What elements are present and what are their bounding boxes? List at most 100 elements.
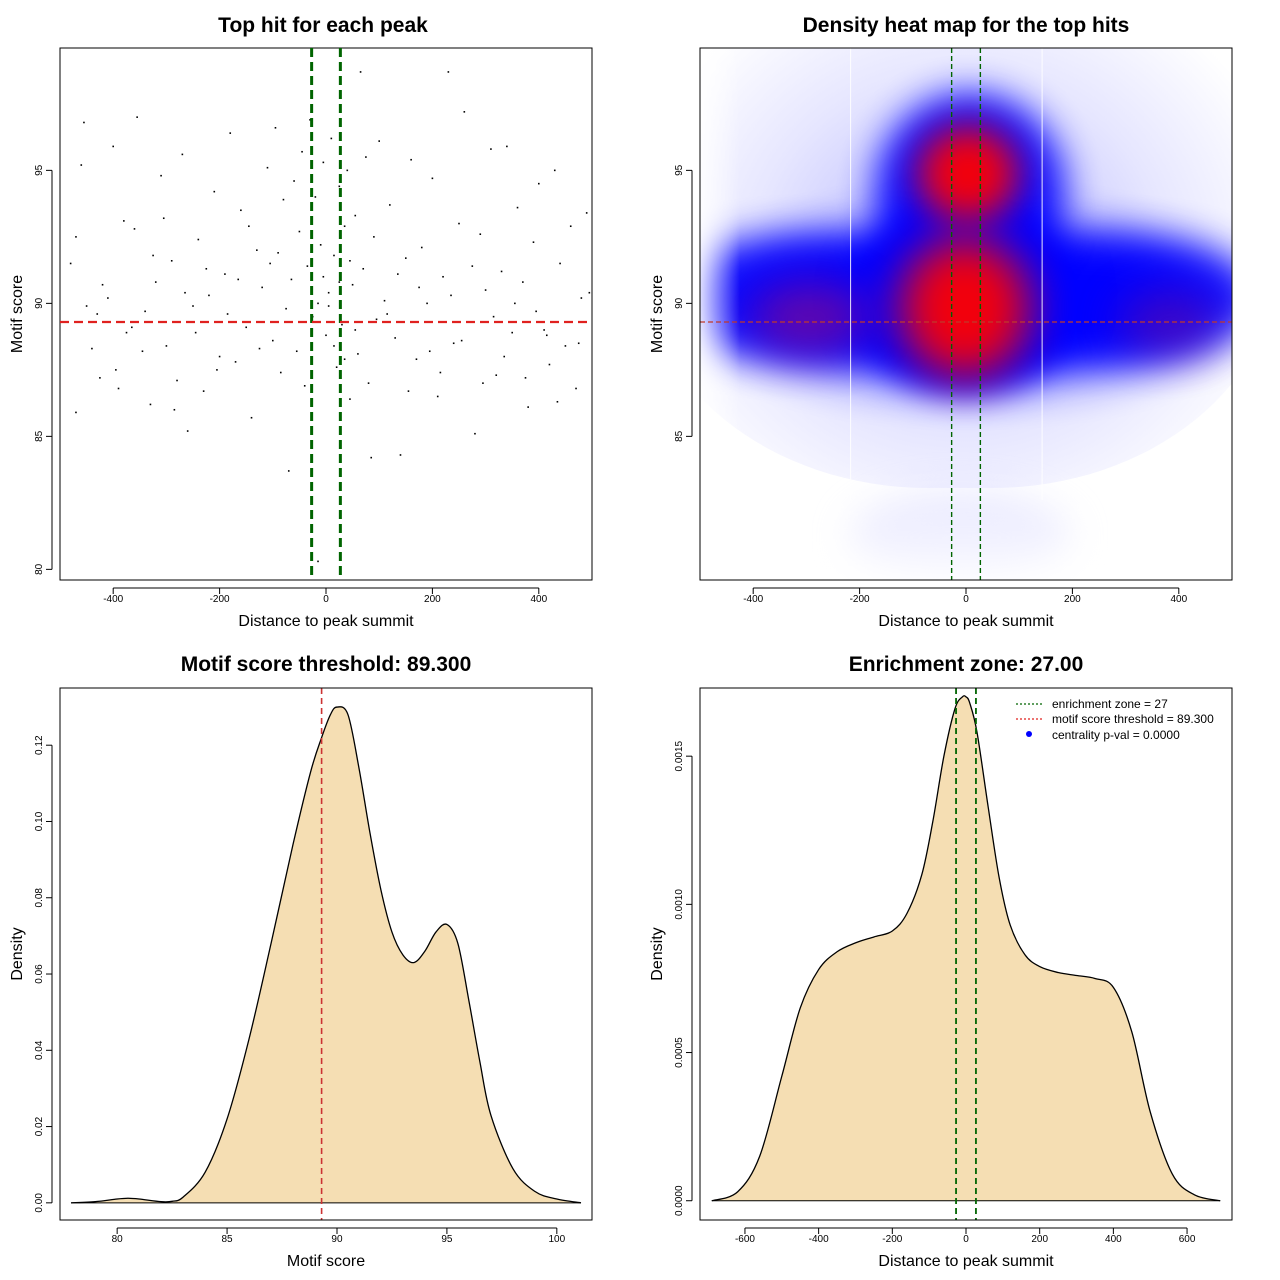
scatter-point	[272, 339, 274, 342]
scatter-point	[405, 257, 407, 259]
heatmap-x-axis: -400 -200 0 200 400	[743, 587, 1188, 605]
scatter-point	[359, 71, 362, 73]
scatter-point	[96, 313, 99, 315]
scatter-point	[202, 390, 205, 392]
scatter-point	[170, 260, 173, 262]
scatter-x-tick-label: 200	[424, 594, 441, 605]
scatter-point	[290, 278, 293, 281]
scatter-point	[240, 209, 242, 212]
score-density-y-tick-label: 0.08	[34, 888, 45, 908]
scatter-point	[538, 182, 540, 185]
scatter-point	[511, 331, 513, 334]
scatter-point	[285, 307, 287, 310]
scatter-point	[471, 265, 474, 267]
score-density-x-tick-label: 80	[112, 1234, 124, 1245]
scatter-point	[569, 225, 572, 228]
scatter-point	[330, 137, 333, 140]
scatter-point	[248, 225, 250, 228]
scatter-point	[266, 166, 269, 169]
scatter-point	[75, 236, 77, 238]
heatmap-x-tick-label: 200	[1064, 594, 1081, 605]
score-density-x-axis: 80 85 90 95 100	[112, 1227, 566, 1245]
scatter-point	[176, 379, 178, 382]
scatter-point	[245, 326, 247, 329]
heatmap-grid-lines	[850, 48, 1043, 500]
scatter-point	[319, 244, 322, 246]
scatter-point	[535, 310, 537, 313]
distance-density-x-tick-label: 200	[1031, 1234, 1048, 1245]
heatmap-panel: Density heat map for the top hits	[649, 14, 1233, 630]
heatmap-x-tick-label: 0	[963, 594, 969, 605]
legend: enrichment zone = 27 motif score thresho…	[1016, 697, 1214, 742]
heatmap-reference-lines	[700, 48, 1232, 580]
scatter-point	[327, 305, 330, 307]
scatter-point	[479, 233, 482, 235]
scatter-point	[107, 297, 109, 299]
scatter-point	[237, 278, 240, 281]
scatter-point	[192, 305, 194, 307]
distance-density-y-tick-label: 0.0000	[674, 1185, 685, 1216]
heatmap-y-tick-label: 85	[674, 430, 685, 442]
scatter-point	[559, 262, 561, 265]
scatter-point	[418, 286, 420, 289]
scatter-point	[80, 164, 83, 166]
scatter-point	[349, 260, 351, 262]
score-density-line	[70, 706, 582, 1204]
scatter-point	[516, 206, 519, 209]
scatter-point	[277, 252, 279, 254]
scatter-point	[354, 214, 357, 217]
scatter-point	[346, 169, 349, 172]
scatter-x-label: Distance to peak summit	[238, 613, 414, 630]
scatter-point	[548, 363, 551, 366]
scatter-point	[224, 273, 226, 275]
heatmap-title: Density heat map for the top hits	[803, 14, 1130, 37]
scatter-point	[447, 71, 450, 73]
scatter-point	[335, 366, 338, 368]
scatter-point	[474, 432, 476, 435]
scatter-point	[85, 305, 88, 307]
scatter-point	[490, 148, 492, 150]
score-density-x-tick-label: 90	[331, 1234, 343, 1245]
heatmap-image	[700, 48, 1232, 580]
scatter-point	[117, 387, 120, 390]
distance-density-y-label: Density	[649, 927, 666, 980]
distance-density-x-tick-label: 400	[1105, 1234, 1122, 1245]
distance-density-x-label: Distance to peak summit	[878, 1253, 1054, 1270]
scatter-point	[293, 180, 295, 182]
scatter-point	[181, 153, 184, 156]
scatter-point	[556, 400, 559, 403]
distance-density-x-tick-label: 0	[963, 1234, 969, 1245]
scatter-x-tick-label: -400	[103, 594, 123, 605]
score-density-title: Motif score threshold: 89.300	[181, 653, 472, 676]
distance-zone-lines	[955, 688, 977, 1220]
scatter-point	[389, 204, 391, 206]
scatter-point	[136, 116, 138, 118]
scatter-point	[75, 411, 77, 414]
legend-zone-text: enrichment zone = 27	[1052, 697, 1168, 711]
scatter-point	[514, 302, 516, 305]
scatter-plot-frame	[59, 47, 593, 581]
score-density-x-tick-label: 95	[441, 1234, 453, 1245]
score-density-y-tick-label: 0.10	[34, 811, 45, 831]
scatter-point	[256, 249, 258, 251]
scatter-point	[303, 385, 306, 387]
score-density-y-tick-label: 0.00	[34, 1193, 45, 1213]
scatter-point	[436, 395, 439, 398]
scatter-point	[452, 342, 455, 345]
score-density-y-tick-label: 0.12	[34, 735, 45, 755]
scatter-x-tick-label: 400	[530, 594, 547, 605]
scatter-point	[442, 275, 444, 278]
distance-density-y-tick-label: 0.0005	[674, 1037, 685, 1068]
scatter-point	[274, 127, 277, 129]
scatter-point	[410, 158, 412, 161]
scatter-point	[301, 150, 303, 153]
score-density-x-tick-label: 85	[222, 1234, 234, 1245]
scatter-point	[484, 289, 487, 291]
scatter-point	[112, 145, 114, 148]
distance-density-x-tick-label: 600	[1179, 1234, 1196, 1245]
scatter-point	[279, 371, 282, 374]
scatter-point	[154, 281, 157, 283]
scatter-point	[101, 283, 104, 286]
score-density-y-tick-label: 0.04	[34, 1040, 45, 1060]
